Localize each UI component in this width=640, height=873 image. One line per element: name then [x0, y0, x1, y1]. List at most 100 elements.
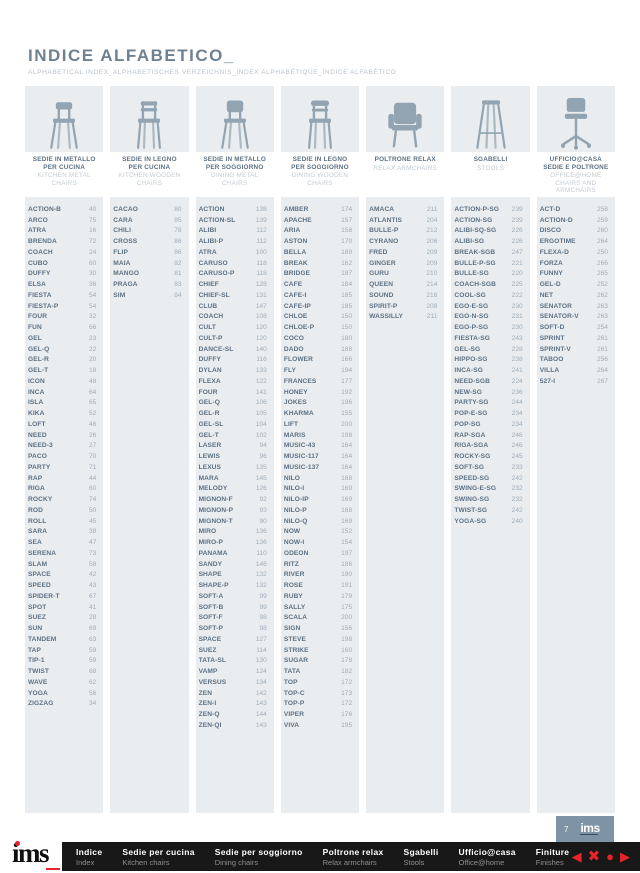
- footer-menu-item-sedie-per-soggiorno[interactable]: Sedie per soggiorno Dining chairs: [215, 847, 303, 867]
- product-page: 94: [259, 442, 267, 450]
- product-row: GEL-SG 228: [451, 344, 529, 355]
- product-page: 212: [426, 227, 438, 235]
- product-name: GEL-D: [539, 281, 561, 289]
- product-name: SOFT-SG: [454, 463, 485, 471]
- product-page: 27: [88, 442, 97, 450]
- product-name: MELODY: [198, 485, 228, 493]
- footer-menu-item-sedie-per-cucina[interactable]: Sedie per cucina Kitchen chairs: [122, 847, 194, 867]
- footer-menu-item-sgabelli[interactable]: Sgabelli Stools: [404, 847, 439, 867]
- nav-previous-icon[interactable]: ◀: [571, 849, 582, 864]
- product-row: EGO-E-SG 230: [451, 301, 529, 312]
- product-name: SCALA: [283, 614, 308, 622]
- product-name: GEL-T: [28, 367, 49, 375]
- product-page: 139: [255, 216, 267, 224]
- product-row: TWIST-SG 242: [451, 505, 529, 516]
- relax-armchair-icon: [384, 100, 426, 150]
- product-row: VAMP 124: [196, 666, 274, 677]
- product-row: GEL-Q 106: [196, 398, 274, 409]
- product-row: NEED-SGB 224: [451, 376, 529, 387]
- product-row: PRAGA 83: [110, 279, 188, 290]
- product-row: AMBER 174: [281, 204, 359, 215]
- product-row: GURU 210: [366, 269, 444, 280]
- product-page: 234: [511, 410, 523, 418]
- product-name: SOFT-D: [539, 324, 565, 332]
- product-page: 180: [341, 334, 353, 342]
- menu-label-it: Poltrone relax: [322, 846, 384, 857]
- product-row: CULT-P 120: [196, 333, 274, 344]
- product-name: NILO-P: [283, 506, 307, 514]
- product-name: TOP: [283, 678, 298, 686]
- column-icon-band: [195, 86, 274, 152]
- product-page: 198: [341, 635, 353, 643]
- product-page: 86: [174, 238, 182, 246]
- product-page: 120: [255, 324, 267, 332]
- product-page: 135: [255, 463, 267, 471]
- product-page: 122: [255, 377, 267, 385]
- product-page: 127: [255, 635, 267, 643]
- footer-menu-item-poltrone-relax[interactable]: Poltrone relax Relax armchairs: [323, 847, 384, 867]
- product-row: GEL-D 252: [537, 279, 615, 290]
- product-name: PRAGA: [113, 281, 138, 289]
- product-page: 82: [174, 259, 182, 267]
- product-name: FOUR: [28, 313, 48, 321]
- product-page: 124: [255, 668, 267, 676]
- product-page: 104: [255, 420, 267, 428]
- product-row: COACH-SGB 225: [451, 279, 529, 290]
- product-page: 252: [596, 281, 608, 289]
- column-header: POLTRONE RELAX RELAX ARMCHAIRS: [366, 152, 445, 197]
- product-page: 196: [341, 399, 353, 407]
- product-page: 69: [88, 625, 97, 633]
- product-name: YOGA: [28, 689, 48, 697]
- footer-menu-item-indice[interactable]: Indice Index: [76, 847, 102, 867]
- nav-next-icon[interactable]: ▶: [620, 849, 630, 864]
- footer-menu-item-ufficio-casa[interactable]: Ufficio@casa Office@home: [459, 847, 516, 867]
- product-page: 194: [341, 367, 353, 375]
- footer-bar: Indice Index Sedie per cucina Kitchen chair…: [62, 842, 640, 871]
- kitchen-wooden-chair-icon: [129, 100, 169, 150]
- product-row: WASSILLY 211: [366, 312, 444, 323]
- product-row: GEL-SL 104: [196, 419, 274, 430]
- product-name: AMBER: [283, 205, 309, 213]
- product-page: 179: [341, 592, 353, 600]
- product-name: ROCKY-SG: [454, 453, 491, 461]
- product-row: MUSIC-43 164: [281, 441, 359, 452]
- product-row: SPACE 127: [196, 634, 274, 645]
- product-row: LEWIS 96: [196, 451, 274, 462]
- product-name: KHARMA: [283, 410, 314, 418]
- product-row: FRANCES 177: [281, 376, 359, 387]
- product-row: VERSUS 134: [196, 677, 274, 688]
- product-row: TIP-1 59: [25, 656, 103, 667]
- product-page: 191: [341, 582, 353, 590]
- product-row: MARA 145: [196, 473, 274, 484]
- product-row: ELSA 36: [25, 279, 103, 290]
- product-name: CHIEF: [198, 281, 219, 289]
- product-name: CUBO: [28, 259, 48, 267]
- product-row: AMACA 211: [366, 204, 444, 215]
- product-row: STRIKE 160: [281, 645, 359, 656]
- product-name: MIGNON-P: [198, 506, 234, 514]
- product-row: GEL-T 102: [196, 430, 274, 441]
- product-row: POP-E-SG 234: [451, 408, 529, 419]
- column-title-en: STOOLS: [477, 164, 505, 172]
- product-row: SEA 47: [25, 537, 103, 548]
- stool-icon: [471, 98, 511, 150]
- product-name: CAFE-I: [283, 291, 307, 299]
- nav-close-icon[interactable]: ✖: [587, 848, 601, 865]
- product-row: CYRANO 206: [366, 236, 444, 247]
- product-name: TATA-SL: [198, 657, 226, 665]
- product-page: 52: [88, 410, 97, 418]
- product-row: DANCE-SL 140: [196, 344, 274, 355]
- product-row: NEED-3 27: [25, 441, 103, 452]
- product-page: 72: [88, 238, 97, 246]
- product-name: ICON: [28, 377, 45, 385]
- nav-home-dot-icon[interactable]: ●: [606, 849, 614, 864]
- product-name: ATLANTIS: [369, 216, 403, 224]
- product-page: 154: [341, 539, 353, 547]
- product-name: SOFT-B: [198, 603, 224, 611]
- product-name: TABOO: [539, 356, 564, 364]
- footer-menu-item-finiture[interactable]: Finiture Finishes: [536, 847, 570, 867]
- product-name: BREAK-SGB: [454, 248, 496, 256]
- column-title-en: DINING METAL CHAIRS: [211, 172, 259, 187]
- product-row: RIGA-SGA 246: [451, 441, 529, 452]
- product-page: 92: [259, 496, 267, 504]
